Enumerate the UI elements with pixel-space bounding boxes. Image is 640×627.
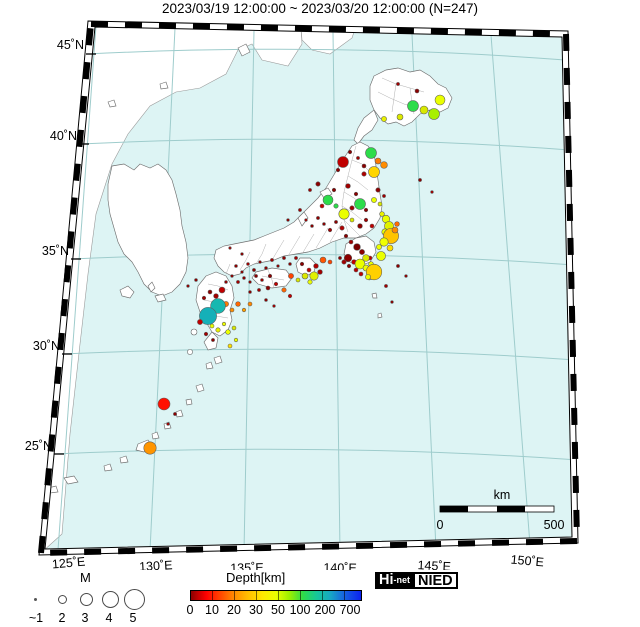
svg-text:130˚E: 130˚E [139,558,173,570]
legend-bar: M ~1 2 3 4 5 Depth[km] 0 10 20 30 50 100… [0,570,640,627]
magnitude-symbol-4 [102,591,119,608]
depth-label-20: 20 [227,603,241,617]
map-frame [38,20,580,556]
svg-text:35˚N: 35˚N [42,244,69,258]
logo-hinet-main: Hi [379,572,394,588]
magnitude-symbol-3 [80,593,93,606]
magnitude-legend-title: M [80,570,91,585]
magnitude-symbol-2 [58,595,67,604]
map-ocean [42,24,575,552]
depth-label-50: 50 [271,603,285,617]
depth-label-30: 30 [249,603,263,617]
scale-bar-start: 0 [437,518,444,532]
svg-text:40˚N: 40˚N [50,129,77,143]
scale-bar-unit: km [494,488,511,502]
hinet-nied-logo[interactable]: Hi -net NIED [375,572,458,589]
depth-legend-title: Depth[km] [226,570,286,585]
scale-bar: km 0 500 [437,488,565,532]
depth-legend: Depth[km] 0 10 20 30 50 100 200 700 [186,570,371,627]
scale-bar-end: 500 [544,518,565,532]
svg-text:25˚N: 25˚N [25,439,52,453]
svg-text:45˚N: 45˚N [57,38,84,52]
svg-text:135˚E: 135˚E [230,561,264,570]
magnitude-symbol-1 [34,598,37,601]
magnitude-label-4: 4 [105,611,113,625]
depth-label-0: 0 [186,603,194,617]
svg-text:30˚N: 30˚N [33,339,60,353]
latitude-labels: 45˚N 40˚N 35˚N 30˚N 25˚N [25,38,84,453]
logo-nied: NIED [413,572,458,589]
axis-ticks [54,53,96,455]
svg-text:125˚E: 125˚E [51,555,85,570]
earthquake-markers [143,82,446,455]
depth-label-700: 700 [339,603,361,617]
magnitude-legend: M ~1 2 3 4 5 [18,570,168,627]
page-title: 2023/03/19 12:00:00 ~ 2023/03/20 12:00:0… [161,1,479,16]
magnitude-label-1: ~1 [28,611,44,625]
magnitude-label-2: 2 [58,611,66,625]
magnitude-label-3: 3 [81,611,89,625]
logo-hinet: Hi -net [375,572,413,589]
magnitude-label-5: 5 [129,611,137,625]
depth-label-100: 100 [289,603,311,617]
depth-label-10: 10 [205,603,219,617]
logo-hinet-sub: -net [393,575,411,585]
magnitude-symbol-5 [124,589,145,610]
svg-text:140˚E: 140˚E [323,561,357,570]
map-panel[interactable]: 45˚N 40˚N 35˚N 30˚N 25˚N 125˚E 130˚E 135… [0,14,640,570]
coastlines [47,43,453,494]
longitude-labels: 125˚E 130˚E 135˚E 140˚E 145˚E 150˚E [51,553,544,570]
svg-text:145˚E: 145˚E [417,558,451,570]
svg-text:150˚E: 150˚E [510,553,544,570]
map-svg[interactable]: 45˚N 40˚N 35˚N 30˚N 25˚N 125˚E 130˚E 135… [0,14,640,570]
depth-colorbar [190,590,362,601]
depth-label-200: 200 [314,603,336,617]
